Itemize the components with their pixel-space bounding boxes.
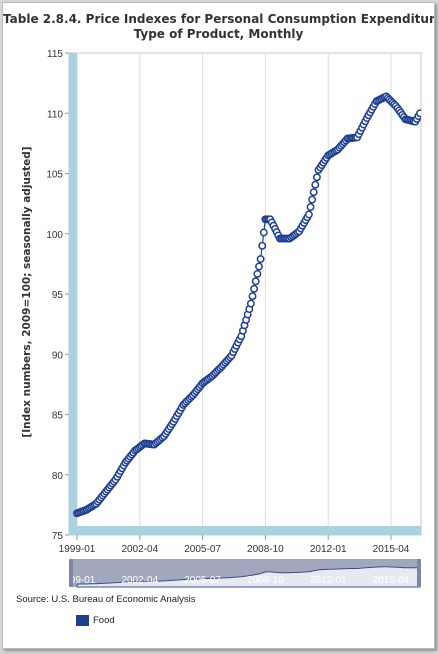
x-tick-label: 2002-04 [121,544,158,555]
x-axis-band [69,526,421,535]
chart-title: Table 2.8.4. Price Indexes for Personal … [3,12,434,42]
data-point [304,210,313,219]
chart-title-line-1: Table 2.8.4. Price Indexes for Personal … [3,12,435,26]
data-point [416,109,421,118]
data-point [259,228,268,237]
data-point [251,277,260,286]
data-point [306,203,315,211]
y-tick-label: 80 [52,471,64,482]
y-tick-label: 95 [52,290,64,301]
x-tick-label: 2008-10 [247,544,284,555]
y-tick-label: 75 [52,531,64,542]
y-tick-label: 115 [47,49,63,60]
data-point [308,195,317,204]
chart-frame: Table 2.8.4. Price Indexes for Personal … [2,2,435,649]
navigator-handle-right [417,559,421,587]
data-point [250,284,259,293]
navigator-tick-label: 2015-04 [373,575,410,586]
navigator-handle-left [69,559,73,587]
y-axis-label: [Index numbers, 2009=100; seasonally adj… [21,146,33,437]
data-point [253,269,262,278]
data-point [248,292,257,301]
price-index-chart[interactable]: 75 80 85 90 95 100 105 110 115 1999-01 2002-04 2005… [3,3,434,648]
navigator-tick-label: 1999-01 [59,575,96,586]
navigator-tick-label: 2005-07 [184,575,221,586]
data-point [309,188,318,197]
legend[interactable]: Food [76,615,115,626]
y-tick-label: 100 [46,230,63,241]
data-point [311,180,320,189]
y-tick-label: 110 [47,109,63,120]
data-point [246,299,255,308]
navigator-area [76,566,421,588]
data-point [312,173,321,182]
y-tick-label: 105 [46,170,63,181]
x-tick-label: 1999-01 [59,544,96,555]
chart-title-line-2: Type of Product, Monthly [133,27,304,41]
navigator-tick-label: 2008-10 [247,575,284,586]
x-tick-label: 2012-01 [310,544,347,555]
legend-swatch-food [76,615,89,626]
data-point [255,262,263,271]
source-note: Source: U.S. Bureau of Economic Analysis [16,594,196,605]
data-point [256,255,265,264]
y-axis-band [69,53,77,535]
x-tick-label: 2005-07 [184,544,221,555]
navigator-tick-label: 2012-01 [310,575,347,586]
y-tick-label: 85 [52,411,64,422]
legend-label-food: Food [93,615,115,626]
x-tick-label: 2015-04 [373,544,410,555]
y-tick-label: 90 [52,350,64,361]
series-food [73,92,421,518]
data-point [258,241,267,250]
navigator-tick-label: 2002-04 [121,575,158,586]
